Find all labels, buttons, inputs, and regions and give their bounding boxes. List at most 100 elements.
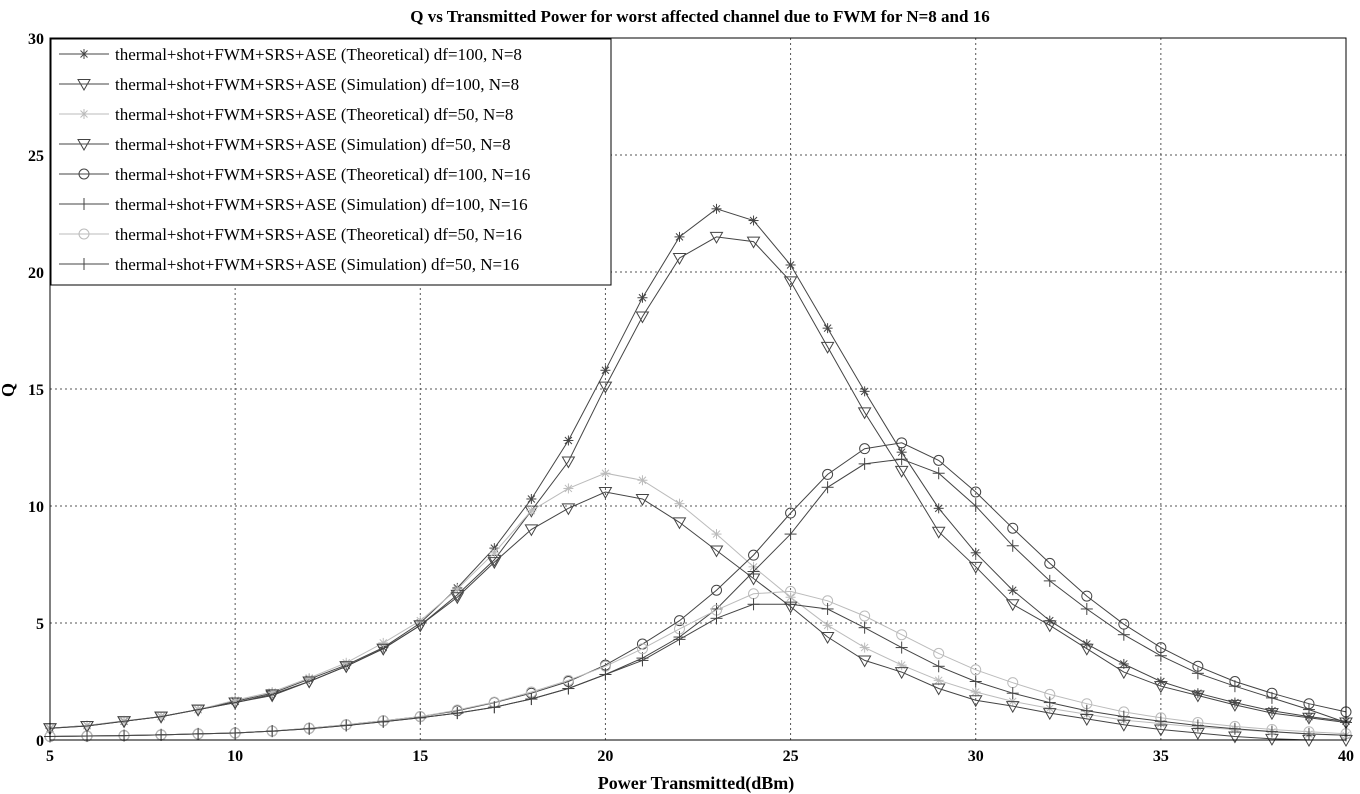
data-point bbox=[1118, 658, 1129, 669]
y-tick-label: 15 bbox=[28, 382, 44, 399]
data-point bbox=[784, 598, 797, 611]
data-point bbox=[340, 719, 353, 732]
data-point bbox=[968, 561, 983, 574]
legend-marker bbox=[79, 109, 89, 119]
data-point bbox=[637, 475, 648, 486]
legend-item: thermal+shot+FWM+SRS+ASE (Simulation) df… bbox=[59, 75, 519, 94]
data-point bbox=[598, 381, 613, 394]
data-point bbox=[822, 620, 833, 631]
data-point bbox=[672, 252, 687, 265]
data-point bbox=[785, 259, 796, 270]
legend-label: thermal+shot+FWM+SRS+ASE (Simulation) df… bbox=[115, 135, 511, 154]
data-point bbox=[229, 726, 242, 739]
series-line bbox=[49, 491, 1346, 741]
data-point bbox=[303, 722, 316, 735]
data-point bbox=[489, 547, 500, 558]
data-point bbox=[525, 693, 538, 706]
data-point bbox=[932, 660, 945, 673]
data-point bbox=[896, 660, 907, 671]
data-point bbox=[80, 720, 94, 733]
legend-label: thermal+shot+FWM+SRS+ASE (Theoretical) d… bbox=[115, 225, 522, 244]
data-point bbox=[376, 643, 391, 656]
data-point bbox=[784, 528, 797, 541]
legend-item: thermal+shot+FWM+SRS+ASE (Simulation) df… bbox=[59, 255, 519, 274]
data-point bbox=[895, 641, 908, 654]
data-point bbox=[1117, 628, 1130, 641]
data-point bbox=[748, 549, 760, 561]
data-point bbox=[931, 526, 946, 539]
data-point bbox=[747, 598, 760, 611]
data-point bbox=[1007, 585, 1018, 596]
data-point bbox=[1081, 590, 1093, 602]
y-tick-label: 25 bbox=[28, 148, 44, 165]
x-tick-label: 30 bbox=[968, 748, 984, 765]
data-point bbox=[377, 715, 390, 728]
data-point bbox=[1265, 691, 1278, 704]
data-point bbox=[857, 655, 872, 668]
chart-title: Q vs Transmitted Power for worst affecte… bbox=[410, 7, 989, 26]
y-tick-label: 20 bbox=[28, 265, 44, 282]
data-point bbox=[1191, 667, 1204, 680]
data-point bbox=[1228, 722, 1241, 735]
data-point bbox=[600, 365, 611, 376]
legend-item: thermal+shot+FWM+SRS+ASE (Simulation) df… bbox=[59, 135, 511, 154]
data-point bbox=[857, 407, 872, 420]
data-point bbox=[378, 637, 389, 648]
legend-label: thermal+shot+FWM+SRS+ASE (Simulation) df… bbox=[115, 75, 519, 94]
data-point bbox=[747, 565, 760, 578]
legend-item: thermal+shot+FWM+SRS+ASE (Theoretical) d… bbox=[59, 165, 530, 184]
data-point bbox=[1079, 643, 1094, 656]
data-point bbox=[1266, 705, 1277, 716]
data-point bbox=[859, 386, 870, 397]
data-point bbox=[820, 632, 835, 645]
y-tick-label: 5 bbox=[36, 616, 44, 633]
series-line bbox=[49, 603, 1347, 737]
data-point bbox=[970, 664, 982, 676]
data-point bbox=[673, 633, 686, 646]
data-point bbox=[155, 728, 168, 741]
data-point bbox=[1005, 599, 1020, 612]
legend-marker bbox=[78, 228, 90, 240]
data-point bbox=[413, 620, 428, 633]
data-point bbox=[674, 231, 685, 242]
data-point bbox=[1265, 725, 1278, 738]
data-point bbox=[933, 647, 945, 659]
data-point bbox=[1302, 727, 1315, 740]
data-point bbox=[563, 435, 574, 446]
data-point bbox=[192, 727, 205, 740]
data-point bbox=[1191, 719, 1204, 732]
data-point bbox=[526, 493, 537, 504]
series-line bbox=[49, 236, 1347, 729]
data-point bbox=[154, 711, 168, 724]
data-point bbox=[969, 500, 982, 512]
x-tick-label: 5 bbox=[46, 748, 54, 765]
data-point bbox=[1153, 681, 1168, 694]
data-point bbox=[598, 486, 613, 499]
data-point bbox=[1006, 539, 1019, 552]
data-point bbox=[748, 215, 759, 226]
data-point bbox=[1228, 699, 1242, 712]
data-point bbox=[1005, 701, 1020, 714]
legend-marker bbox=[78, 168, 90, 180]
legend-item: thermal+shot+FWM+SRS+ASE (Theoretical) d… bbox=[59, 105, 513, 124]
legend-label: thermal+shot+FWM+SRS+ASE (Theoretical) d… bbox=[115, 165, 530, 184]
legend-marker bbox=[77, 139, 91, 152]
data-point bbox=[1006, 687, 1019, 700]
data-point bbox=[526, 505, 537, 516]
data-point bbox=[785, 585, 797, 597]
data-point bbox=[1154, 715, 1167, 728]
data-point bbox=[932, 467, 945, 480]
data-point bbox=[969, 675, 982, 688]
legend-marker bbox=[77, 79, 91, 92]
data-point bbox=[933, 454, 945, 466]
data-point bbox=[450, 592, 465, 605]
data-point bbox=[228, 697, 243, 710]
data-point bbox=[711, 529, 722, 540]
data-point bbox=[1080, 602, 1093, 615]
data-point bbox=[1117, 710, 1130, 723]
plot-area-frame bbox=[49, 37, 1347, 741]
data-point bbox=[822, 323, 833, 334]
data-point bbox=[785, 507, 797, 519]
data-point bbox=[302, 676, 317, 689]
x-tick-label: 40 bbox=[1338, 748, 1354, 765]
